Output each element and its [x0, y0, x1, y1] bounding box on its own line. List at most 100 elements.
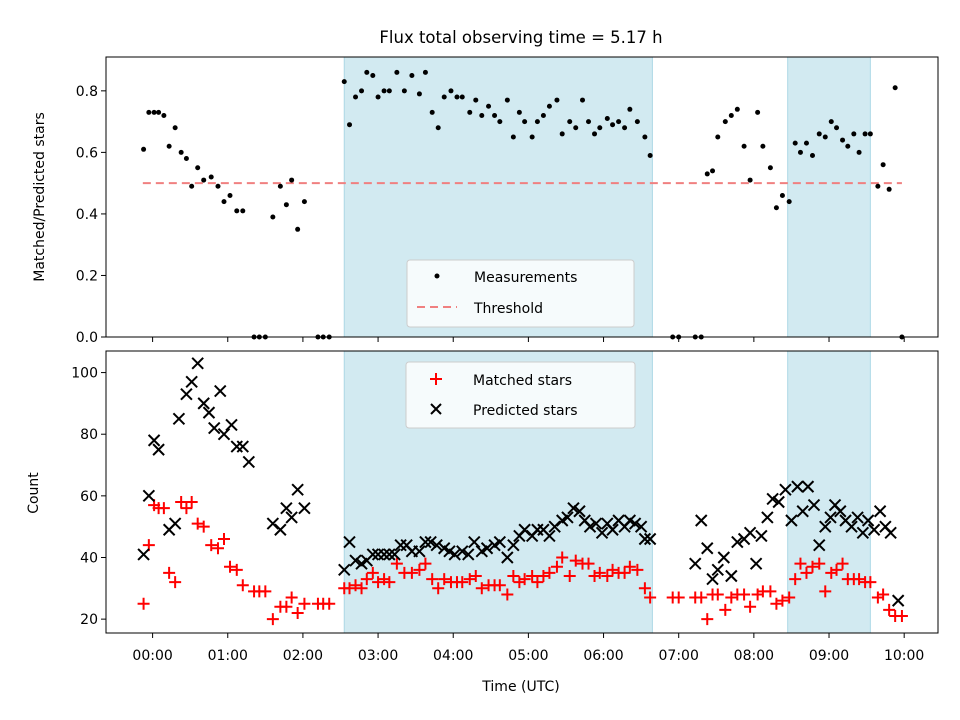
matched-star-point — [800, 566, 813, 579]
predicted-star-point — [573, 505, 586, 518]
matched-star-point — [507, 569, 520, 582]
measurement-point — [201, 177, 207, 183]
measurement-point — [867, 131, 873, 137]
measurement-point — [215, 183, 221, 189]
matched-star-point — [819, 585, 832, 598]
matched-star-point — [543, 566, 556, 579]
matched-star-point — [764, 585, 777, 598]
matched-star-point — [783, 591, 796, 604]
matched-star-point — [806, 560, 819, 573]
matched-star-point — [638, 582, 651, 595]
measurement-point — [816, 131, 822, 137]
predicted-star-point — [779, 483, 792, 496]
matched-star-point — [405, 566, 418, 579]
matched-star-point — [426, 573, 439, 586]
legend-measurements-label: Measurements — [474, 270, 577, 286]
x-tick-label: 05:00 — [508, 648, 548, 664]
predicted-star-point — [801, 480, 815, 493]
matched-star-point — [298, 597, 311, 610]
measurement-point — [856, 149, 862, 155]
predicted-star-point — [180, 387, 193, 401]
measurement-point — [573, 125, 579, 131]
measurement-point — [422, 69, 428, 75]
predicted-star-point — [430, 538, 443, 552]
top-panel-legend: Measurements Threshold — [406, 259, 635, 328]
measurement-point — [741, 143, 747, 149]
matched-star-point — [266, 613, 279, 626]
matched-star-point — [776, 594, 789, 607]
measurement-point — [221, 199, 227, 205]
predicted-star-point — [152, 443, 165, 456]
measurement-point — [710, 168, 716, 174]
matched-star-point — [475, 582, 488, 595]
measurement-points — [141, 69, 905, 340]
predicted-star-point — [168, 517, 182, 530]
measurement-point — [580, 97, 586, 103]
measurement-point — [386, 88, 392, 94]
measurement-point — [146, 109, 152, 115]
top-legend-box — [406, 259, 635, 328]
predicted-star-point — [543, 529, 556, 543]
measurement-point — [845, 143, 851, 149]
measurement-point — [851, 131, 857, 137]
measurement-point — [546, 103, 552, 109]
matched-star-point — [343, 582, 356, 595]
measurement-point — [353, 94, 359, 100]
measurement-point — [792, 140, 798, 146]
predicted-star-point — [638, 532, 652, 546]
matched-star-point — [864, 576, 877, 589]
predicted-star-point — [807, 498, 821, 512]
matched-star-point — [601, 569, 614, 582]
predicted-star-point — [567, 501, 580, 515]
measurement-point — [834, 125, 840, 131]
measurement-point — [429, 109, 435, 115]
matched-star-point — [895, 610, 908, 623]
matched-star-point — [644, 591, 657, 604]
legend-threshold-label: Threshold — [473, 301, 543, 317]
predicted-star-point — [583, 520, 597, 533]
x-tick-label: 07:00 — [659, 648, 699, 664]
measurement-point — [141, 146, 147, 152]
predicted-star-point — [413, 545, 426, 558]
predicted-star-point — [501, 551, 514, 564]
matched-star-point — [469, 569, 482, 582]
measurement-point — [504, 97, 510, 103]
measurement-point — [529, 134, 535, 140]
matched-star-point — [556, 551, 569, 564]
matched-star-point — [323, 597, 336, 610]
predicted-star-point — [851, 511, 864, 524]
matched-star-point — [355, 582, 368, 595]
measurement-point — [341, 79, 347, 85]
predicted-star-point — [589, 517, 603, 530]
predicted-star-point — [202, 406, 216, 419]
x-tick-label: 01:00 — [208, 648, 248, 664]
matched-star-point — [531, 576, 544, 589]
measurement-point — [479, 112, 485, 118]
matched-star-point — [830, 563, 843, 576]
x-tick-label: 03:00 — [358, 648, 398, 664]
bottom-panel-y-ticks: 20 40 60 80 100 — [71, 366, 106, 628]
bottom-legend-box — [405, 361, 636, 429]
measurement-point — [886, 186, 892, 192]
predicted-star-point — [743, 526, 757, 540]
matched-star-point — [719, 603, 732, 616]
measurement-point — [522, 119, 528, 125]
predicted-star-point — [717, 551, 731, 564]
predicted-star-point — [197, 397, 210, 410]
predicted-star-point — [507, 538, 520, 552]
top-panel-frame — [105, 56, 939, 338]
measurement-point — [240, 208, 246, 214]
x-axis-label: Time (UTC) — [481, 679, 559, 695]
y-tick-label: 0.2 — [76, 268, 98, 284]
measurement-point — [559, 131, 565, 137]
matched-star-point — [725, 591, 738, 604]
measurement-point — [454, 94, 460, 100]
y-tick-label: 20 — [80, 612, 98, 628]
measurement-point — [435, 125, 441, 131]
predicted-star-point — [448, 548, 461, 561]
predicted-star-point — [274, 523, 287, 536]
matched-star-point — [197, 520, 210, 533]
predicted-star-point — [493, 535, 507, 549]
legend-predicted-label: Predicted stars — [473, 403, 578, 419]
measurement-point — [828, 119, 834, 125]
